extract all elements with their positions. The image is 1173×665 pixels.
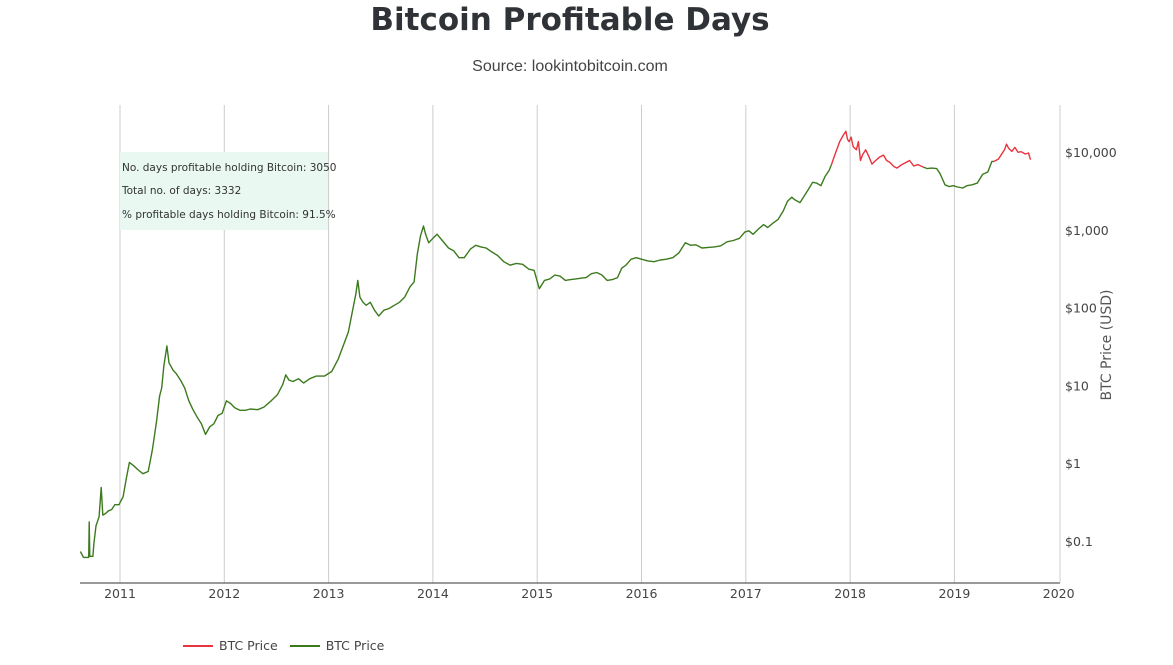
y-axis-label: BTC Price (USD) <box>1099 289 1115 400</box>
y-tick-label: $1,000 <box>1065 223 1109 238</box>
chart-title: Bitcoin Profitable Days <box>370 2 770 38</box>
x-tick-label-2014: 2014 <box>417 586 449 601</box>
legend-label-1: BTC Price <box>219 638 278 653</box>
annotation-line-3: % profitable days holding Bitcoin: 91.5% <box>122 209 336 221</box>
series-group <box>79 130 1032 559</box>
y-tick-label: $0.1 <box>1065 534 1093 549</box>
x-tick-label-2017: 2017 <box>730 586 762 601</box>
y-tick-label: $10,000 <box>1065 145 1117 160</box>
x-tick-label-2011: 2011 <box>104 586 136 601</box>
y-axis-ticks: $0.1 $1 $10 $100 $1,000 $10,000 <box>1065 145 1117 549</box>
x-tick-label-2018: 2018 <box>834 586 866 601</box>
legend-swatch-green <box>289 644 320 647</box>
x-tick-label-2019: 2019 <box>938 586 970 601</box>
x-tick-label-2016: 2016 <box>626 586 658 601</box>
legend-swatch-red <box>183 644 213 647</box>
x-tick-label-2020: 2020 <box>1043 586 1075 601</box>
y-tick-label: $10 <box>1065 378 1089 393</box>
legend-item-unprofitable[interactable]: BTC Price <box>183 638 278 653</box>
chart-subtitle: Source: lookintobitcoin.com <box>472 58 668 75</box>
legend-label-2: BTC Price <box>325 638 385 653</box>
x-axis-ticks: 2011 2012 2013 2014 2015 2016 2017 2018 2019 2020 <box>104 586 1075 601</box>
y-tick-label: $100 <box>1065 301 1097 316</box>
legend: BTC Price BTC Price <box>183 638 384 653</box>
x-tick-label-2012: 2012 <box>208 586 240 601</box>
series-line-unprofitable-1 <box>993 143 1032 163</box>
annotation-box <box>120 152 328 230</box>
series-line-profitable-1 <box>922 160 994 189</box>
annotation-line-1: No. days profitable holding Bitcoin: 305… <box>122 162 336 174</box>
annotation-line-2: Total no. of days: 3332 <box>121 185 241 197</box>
legend-item-profitable[interactable]: BTC Price <box>289 638 385 653</box>
x-tick-label-2015: 2015 <box>521 586 553 601</box>
series-line-profitable-0 <box>79 164 832 559</box>
y-tick-label: $1 <box>1065 456 1081 471</box>
series-line-unprofitable-0 <box>830 130 924 169</box>
x-tick-label-2013: 2013 <box>313 586 345 601</box>
